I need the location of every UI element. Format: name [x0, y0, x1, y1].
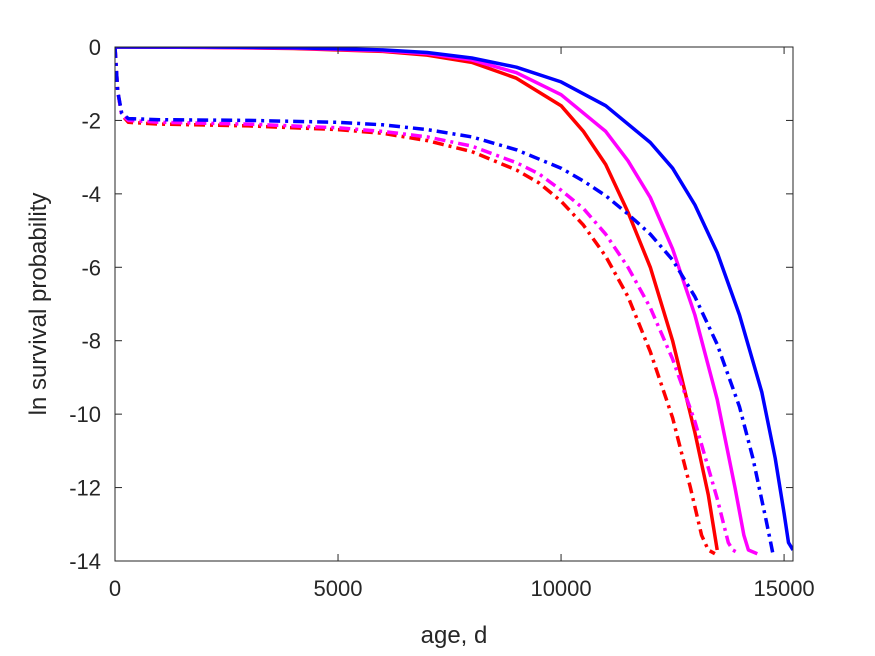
plot-frame [114, 46, 794, 562]
y-tick-label: 0 [89, 35, 101, 60]
ticks-layer: 0 5000 10000 15000 0 -2 -4 -6 -8 -10 -12 -14 [69, 35, 814, 601]
y-tick-label: -6 [81, 255, 101, 280]
y-tick-label: -8 [81, 329, 101, 354]
series-line-5-dashdot [115, 47, 741, 556]
series-line-6-dashdot [115, 47, 775, 555]
y-tick-label: -2 [81, 108, 101, 133]
y-tick-label: -4 [81, 182, 101, 207]
x-tick-label: 5000 [314, 576, 363, 601]
x-tick-label: 10000 [530, 576, 591, 601]
y-tick-label: -12 [69, 476, 101, 501]
y-tick-label: -14 [69, 549, 101, 574]
x-tick-label: 15000 [753, 576, 814, 601]
y-axis-title: ln survival probability [25, 193, 52, 416]
series-line-3-solid [115, 47, 793, 551]
y-tick-label: -10 [69, 402, 101, 427]
series-line-4-dashdot [115, 47, 716, 556]
x-axis-title: age, d [421, 622, 488, 649]
x-tick-label: 0 [109, 576, 121, 601]
